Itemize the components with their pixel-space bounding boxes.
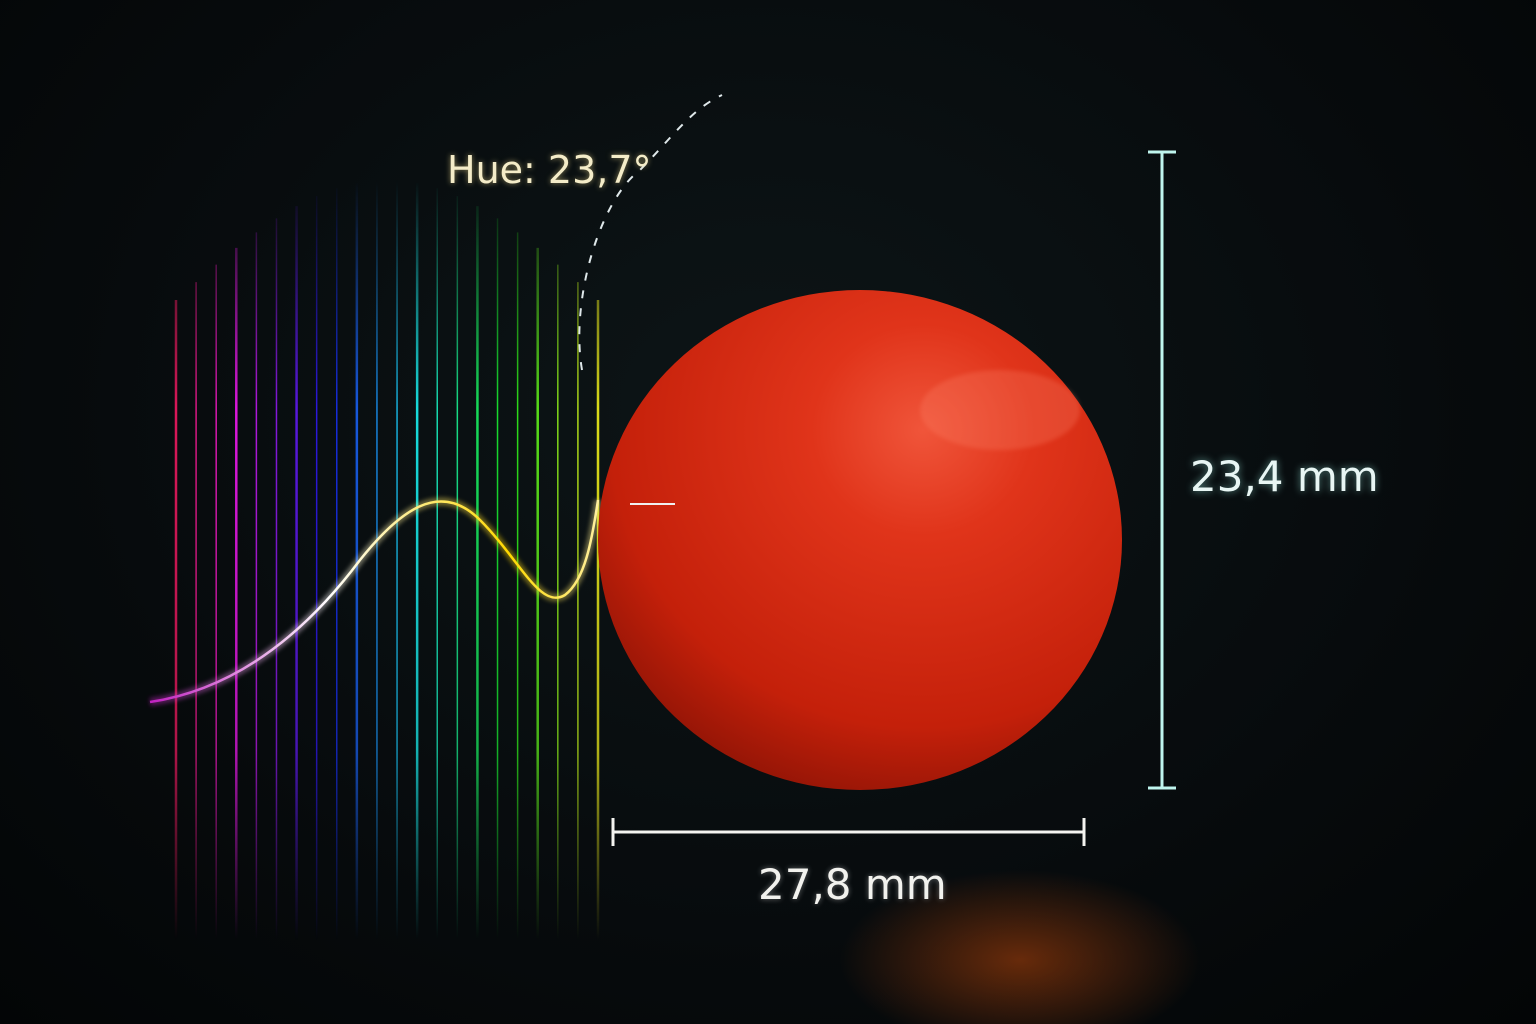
hue-label: Hue: 23,7° xyxy=(447,148,652,192)
spectrum-lines xyxy=(174,180,600,940)
hue-dashed-arc xyxy=(578,94,723,371)
height-bar xyxy=(1148,150,1176,790)
width-label: 27,8 mm xyxy=(758,860,947,909)
floor-glow xyxy=(840,870,1200,1024)
width-bar xyxy=(611,818,1086,846)
tomato xyxy=(598,290,1122,790)
spectral-curve xyxy=(149,499,600,704)
height-label: 23,4 mm xyxy=(1190,452,1379,501)
